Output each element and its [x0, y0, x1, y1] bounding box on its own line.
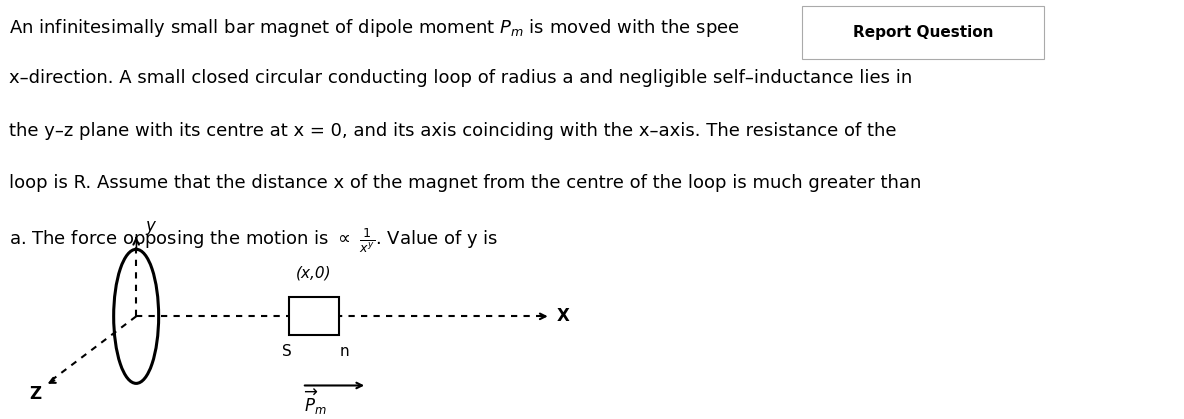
Text: $\overrightarrow{P}_m$: $\overrightarrow{P}_m$: [304, 388, 327, 417]
Text: Z: Z: [30, 385, 41, 403]
Text: n: n: [340, 344, 349, 359]
Text: X: X: [556, 308, 570, 325]
Text: An infinitesimally small bar magnet of dipole moment $P_m$ is moved with the spe: An infinitesimally small bar magnet of d…: [9, 17, 740, 39]
Text: Report Question: Report Question: [852, 25, 993, 40]
Text: (x,0): (x,0): [296, 266, 332, 281]
Bar: [289, 297, 339, 335]
Text: loop is R. Assume that the distance x of the magnet from the centre of the loop : loop is R. Assume that the distance x of…: [9, 174, 922, 192]
Text: the y–z plane with its centre at x = 0, and its axis coinciding with the x–axis.: the y–z plane with its centre at x = 0, …: [9, 122, 897, 140]
Text: a. The force opposing the motion is $\propto$ $\frac{1}{x^y}$. Value of y is: a. The force opposing the motion is $\pr…: [9, 226, 498, 255]
FancyBboxPatch shape: [802, 6, 1044, 59]
Text: x–direction. A small closed circular conducting loop of radius a and negligible : x–direction. A small closed circular con…: [9, 69, 913, 87]
Text: S: S: [282, 344, 291, 359]
Text: y: y: [146, 217, 155, 235]
